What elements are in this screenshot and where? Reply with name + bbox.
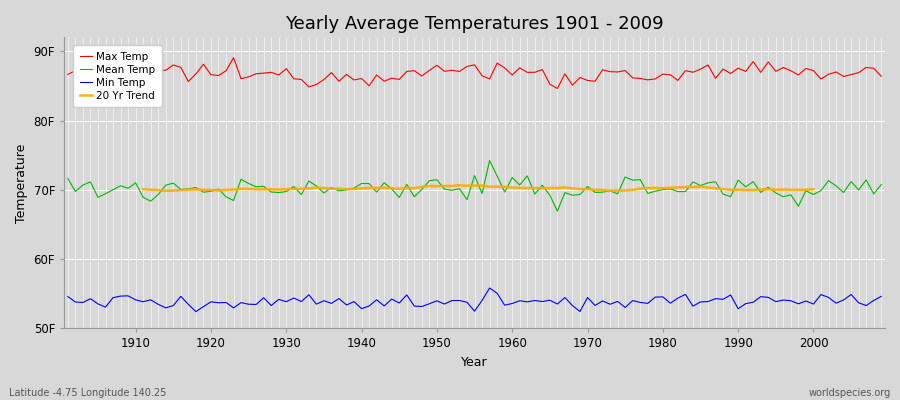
Max Temp xyxy=(228,55,238,60)
Mean Temp xyxy=(334,188,345,193)
20 Yr Trend xyxy=(808,187,819,192)
20 Yr Trend xyxy=(793,188,804,192)
Mean Temp xyxy=(552,209,562,214)
20 Yr Trend xyxy=(348,187,359,192)
Title: Yearly Average Temperatures 1901 - 2009: Yearly Average Temperatures 1901 - 2009 xyxy=(285,15,664,33)
Line: 20 Yr Trend: 20 Yr Trend xyxy=(143,185,814,191)
Max Temp xyxy=(122,65,133,70)
Min Temp xyxy=(514,298,525,303)
Min Temp xyxy=(484,286,495,290)
Min Temp xyxy=(62,294,73,299)
Y-axis label: Temperature: Temperature xyxy=(15,143,28,222)
Min Temp xyxy=(612,299,623,304)
20 Yr Trend xyxy=(725,187,736,192)
Mean Temp xyxy=(122,186,133,191)
Min Temp xyxy=(296,299,307,304)
Mean Temp xyxy=(62,176,73,181)
Text: worldspecies.org: worldspecies.org xyxy=(809,388,891,398)
20 Yr Trend xyxy=(160,188,171,193)
Min Temp xyxy=(876,294,886,299)
Legend: Max Temp, Mean Temp, Min Temp, 20 Yr Trend: Max Temp, Mean Temp, Min Temp, 20 Yr Tre… xyxy=(74,46,162,107)
Min Temp xyxy=(191,309,202,314)
Line: Mean Temp: Mean Temp xyxy=(68,160,881,211)
Max Temp xyxy=(62,72,73,77)
Max Temp xyxy=(507,73,517,78)
Max Temp xyxy=(296,77,307,82)
Min Temp xyxy=(522,300,533,304)
Max Temp xyxy=(341,72,352,77)
X-axis label: Year: Year xyxy=(461,356,488,369)
Text: Latitude -4.75 Longitude 140.25: Latitude -4.75 Longitude 140.25 xyxy=(9,388,166,398)
20 Yr Trend xyxy=(620,188,631,193)
Mean Temp xyxy=(288,184,299,189)
20 Yr Trend xyxy=(710,186,721,191)
Max Temp xyxy=(612,70,623,74)
Line: Min Temp: Min Temp xyxy=(68,288,881,312)
Mean Temp xyxy=(507,175,517,180)
Max Temp xyxy=(514,66,525,70)
Min Temp xyxy=(341,302,352,307)
20 Yr Trend xyxy=(236,186,247,191)
20 Yr Trend xyxy=(138,187,148,192)
Max Temp xyxy=(552,86,562,91)
Line: Max Temp: Max Temp xyxy=(68,58,881,88)
Max Temp xyxy=(876,74,886,79)
Mean Temp xyxy=(484,158,495,163)
Mean Temp xyxy=(514,182,525,187)
Min Temp xyxy=(122,294,133,298)
Mean Temp xyxy=(876,182,886,187)
20 Yr Trend xyxy=(454,183,465,188)
Mean Temp xyxy=(612,192,623,196)
